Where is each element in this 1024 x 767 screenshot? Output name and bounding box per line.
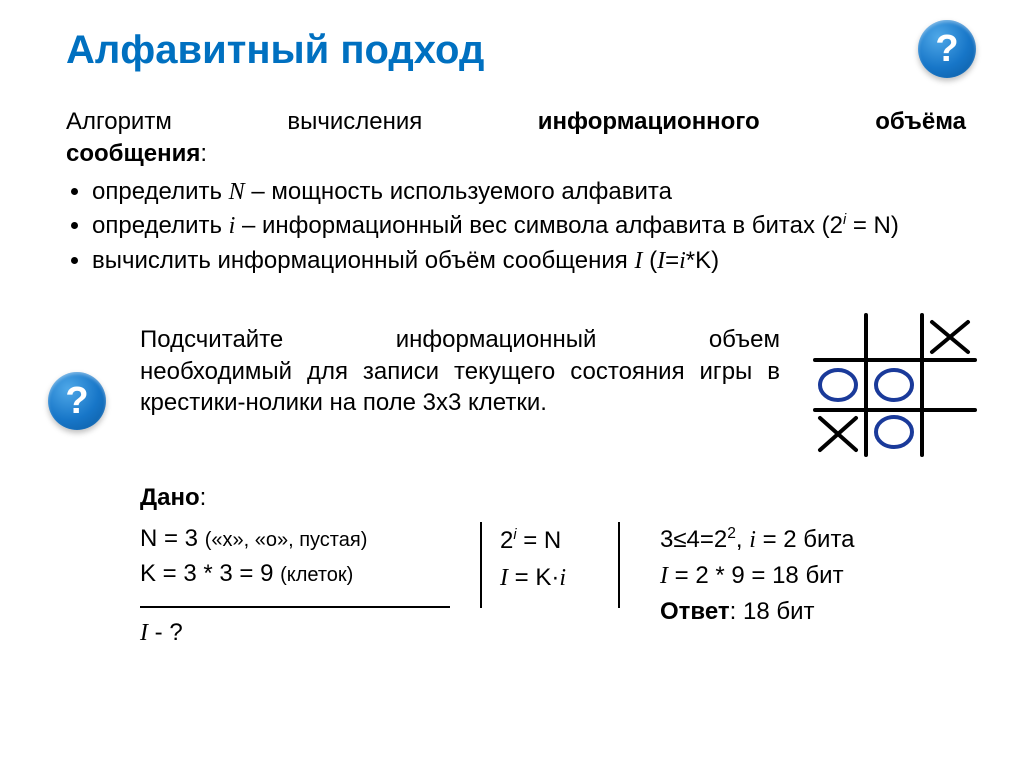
bullet-text: = N) xyxy=(846,212,899,239)
text: K = 3 * 3 = 9 xyxy=(140,560,280,587)
bullet-text: определить xyxy=(92,212,229,239)
formula-line: I = K·i xyxy=(500,559,600,597)
variable-n: N xyxy=(229,179,245,205)
bullet-item: вычислить информационный объём сообщения… xyxy=(92,245,966,277)
bullet-text: = xyxy=(665,247,679,274)
colon: : xyxy=(200,484,207,511)
page-title: Алфавитный подход xyxy=(66,28,484,73)
variable-i: i xyxy=(679,248,686,274)
task-word: объем xyxy=(709,324,780,356)
bullet-text: определить xyxy=(92,178,229,205)
given-label: Дано: xyxy=(140,484,206,512)
tictactoe-board xyxy=(810,310,980,460)
text-small: («х», «о», пустая) xyxy=(205,529,368,551)
help-icon[interactable]: ? xyxy=(918,20,976,78)
intro-word-bold: объёма xyxy=(875,106,966,138)
variable-I: I xyxy=(660,563,668,589)
text: - ? xyxy=(148,619,183,646)
intro-text: Алгоритм вычисления информационного объё… xyxy=(66,106,966,171)
text: 2 xyxy=(500,527,513,554)
text: 3≤4=2 xyxy=(660,526,727,553)
bullet-text: *K) xyxy=(686,247,719,274)
exponent: 2 xyxy=(727,525,736,542)
task-word: Подсчитайте xyxy=(140,324,283,356)
solution-line: 3≤4=22, i = 2 бита xyxy=(660,522,980,558)
variable-i: i xyxy=(749,527,756,553)
variable-I: I xyxy=(500,565,508,591)
text: : 18 бит xyxy=(730,598,815,625)
variable-I: I xyxy=(140,620,148,646)
given-column: N = 3 («х», «о», пустая) K = 3 * 3 = 9 (… xyxy=(140,522,450,650)
solution-column: 3≤4=22, i = 2 бита I = 2 * 9 = 18 бит От… xyxy=(660,522,980,630)
text-small: (клеток) xyxy=(280,564,353,586)
given-k-line: K = 3 * 3 = 9 (клеток) xyxy=(140,557,450,592)
task-word: информационный xyxy=(396,324,597,356)
bullet-item: определить N – мощность используемого ал… xyxy=(92,176,966,208)
solution-line: I = 2 * 9 = 18 бит xyxy=(660,558,980,594)
task-text: Подсчитайте информационный объем необход… xyxy=(140,324,780,419)
formula-line: 2i = N xyxy=(500,522,600,559)
divider-line xyxy=(140,606,450,608)
help-icon[interactable]: ? xyxy=(48,372,106,430)
bullet-text: ( xyxy=(642,247,657,274)
intro-colon: : xyxy=(200,140,207,167)
intro-word: Алгоритм xyxy=(66,106,172,138)
task-line: необходимый для записи текущего состояни… xyxy=(140,356,780,419)
text: , xyxy=(736,526,749,553)
text: = 2 бита xyxy=(756,526,855,553)
algorithm-bullets: определить N – мощность используемого ал… xyxy=(66,176,966,279)
given-word: Дано xyxy=(140,484,200,511)
text: N = 3 xyxy=(140,525,205,552)
variable-I: I xyxy=(657,248,665,274)
bullet-text: – информационный вес символа алфавита в … xyxy=(235,212,843,239)
bullet-text: – мощность используемого алфавита xyxy=(245,178,672,205)
intro-word: вычисления xyxy=(287,106,422,138)
answer-line: Ответ: 18 бит xyxy=(660,594,980,630)
answer-label: Ответ xyxy=(660,598,730,625)
bullet-item: определить i – информационный вес символ… xyxy=(92,210,966,242)
find-line: I - ? xyxy=(140,616,450,651)
text: = K· xyxy=(508,564,559,591)
given-n-line: N = 3 («х», «о», пустая) xyxy=(140,522,450,557)
intro-word-bold: информационного xyxy=(538,106,760,138)
variable-i: i xyxy=(559,565,566,591)
bullet-text: вычислить информационный объём сообщения xyxy=(92,247,634,274)
intro-word-bold: сообщения xyxy=(66,140,200,167)
text: = N xyxy=(517,527,562,554)
text: = 2 * 9 = 18 бит xyxy=(668,562,844,589)
formula-column: 2i = N I = K·i xyxy=(480,522,620,608)
